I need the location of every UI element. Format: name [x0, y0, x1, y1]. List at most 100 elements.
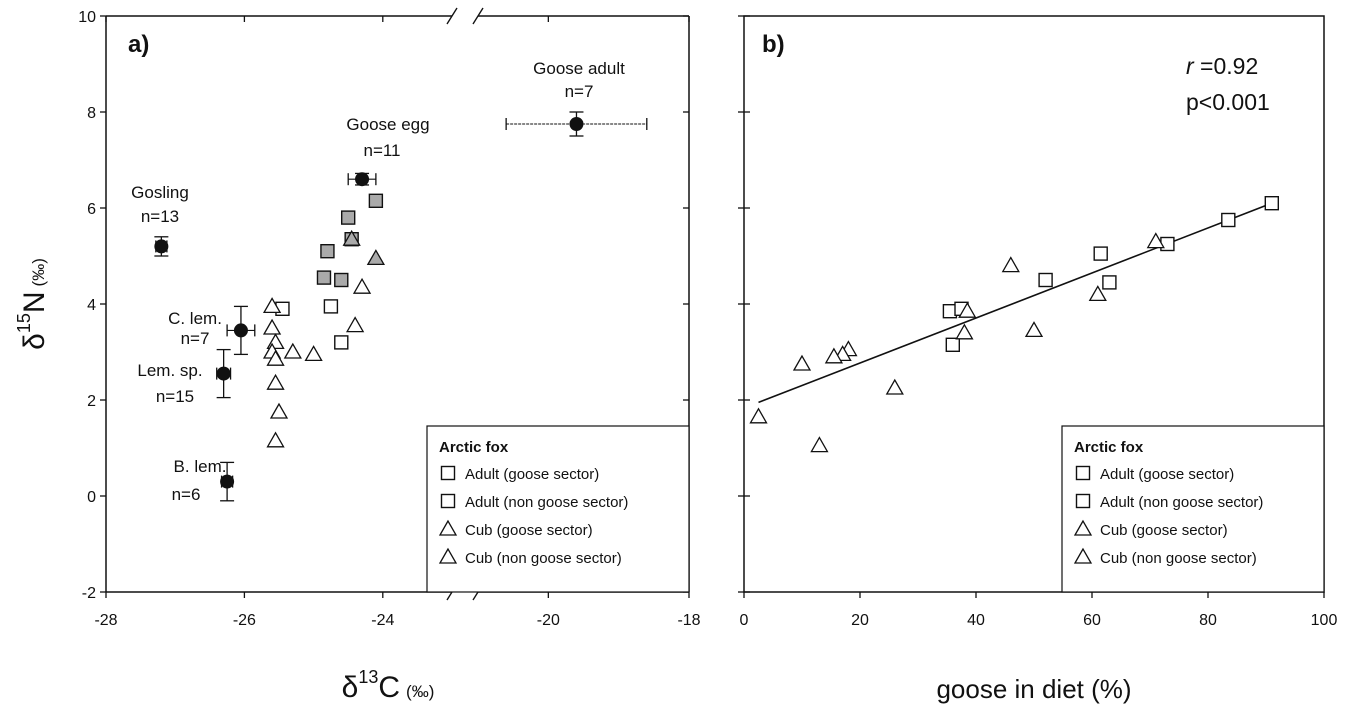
prey-n-label: n=15	[156, 387, 194, 406]
regression-line	[758, 202, 1273, 404]
axis-break-mark-top-1	[446, 7, 458, 25]
x-tick-label: -26	[233, 612, 256, 629]
fox-point-b	[749, 407, 768, 424]
legend-marker	[440, 465, 456, 481]
fox-point	[334, 335, 349, 350]
prey-point	[355, 172, 370, 187]
legend-marker	[1075, 493, 1091, 509]
fox-point-b	[1264, 195, 1280, 211]
fox-point-b	[958, 301, 977, 318]
prey-point	[216, 366, 231, 381]
y-tick-label: 2	[87, 393, 96, 410]
fox-point-b	[1024, 321, 1044, 338]
annotation-r: r =0.92	[1186, 53, 1258, 79]
legend-label: Cub (goose sector)	[1100, 522, 1228, 539]
x-tick-label: -28	[94, 612, 117, 629]
prey-label: Goose adult	[533, 59, 625, 78]
annotation-r-symbol: r	[1186, 53, 1195, 79]
fox-point	[269, 402, 289, 419]
legend-marker	[440, 493, 456, 509]
x-tick-label: -24	[371, 612, 394, 629]
x-axis-title-a: δ13C (‰)	[342, 667, 435, 704]
fox-point	[266, 431, 285, 448]
legend-marker	[1073, 547, 1093, 564]
x-tick-label-b: 0	[740, 612, 749, 629]
y-tick-label: 0	[87, 489, 96, 506]
prey-label: Gosling	[131, 183, 189, 202]
legend-label: Adult (non goose sector)	[465, 494, 628, 511]
fox-point-b	[1088, 285, 1107, 302]
prey-point	[233, 323, 248, 338]
legend-box	[1061, 425, 1325, 593]
fox-point	[262, 318, 282, 335]
fox-point-b	[810, 436, 829, 453]
x-axis-title-b: goose in diet (%)	[936, 674, 1131, 704]
legend-box	[426, 425, 690, 593]
y-tick-label: -2	[82, 585, 96, 602]
legend-title: Arctic fox	[439, 439, 509, 456]
x-tick-label-b: 80	[1199, 612, 1217, 629]
legend-marker	[1075, 465, 1091, 481]
y-axis-title: δ15N (‰)	[14, 258, 51, 350]
x-axis-title-a-main: C	[378, 671, 400, 704]
fox-point	[345, 316, 365, 333]
fox-point	[266, 349, 285, 366]
prey-n-label: n=6	[172, 485, 201, 504]
fox-point	[320, 243, 335, 259]
prey-label: Lem. sp.	[137, 361, 202, 380]
fox-point	[341, 210, 356, 225]
fox-point-b	[1102, 275, 1117, 290]
y-tick-label: 8	[87, 105, 96, 122]
legend-marker	[438, 519, 458, 536]
fox-point	[334, 272, 349, 288]
legend-label: Cub (non goose sector)	[465, 550, 622, 567]
fox-point	[342, 229, 361, 246]
fox-point	[262, 297, 282, 314]
prey-point	[220, 474, 235, 489]
annotation-p: p<0.001	[1186, 89, 1270, 115]
legend-marker	[1073, 519, 1093, 536]
prey-n-label: n=13	[141, 207, 179, 226]
prey-label: Goose egg	[346, 115, 429, 134]
fox-point-b	[1221, 212, 1236, 228]
x-tick-label-b: 20	[851, 612, 869, 629]
y-axis-title-unit: (‰)	[29, 258, 48, 286]
fox-point	[366, 249, 386, 266]
y-tick-label: 4	[87, 297, 96, 314]
x-axis-title-a-prefix: δ	[342, 671, 359, 704]
prey-label: B. lem.	[174, 457, 227, 476]
fox-point-b	[792, 354, 812, 371]
fox-point	[304, 345, 323, 362]
x-tick-label-b: 100	[1311, 612, 1338, 629]
y-axis-title-prefix: δ	[18, 333, 51, 350]
y-axis-title-sup: 15	[14, 313, 34, 333]
fox-point	[316, 270, 332, 285]
y-tick-label: 10	[78, 9, 96, 26]
y-tick-label: 6	[87, 201, 96, 218]
fox-point-b	[1001, 256, 1020, 273]
legend-marker	[438, 547, 458, 564]
prey-point	[154, 239, 169, 254]
fox-point-b	[945, 337, 960, 352]
prey-point	[569, 117, 584, 131]
fox-point-b	[885, 378, 904, 395]
x-axis-title-a-unit: (‰)	[406, 682, 434, 701]
legend-label: Adult (goose sector)	[1100, 466, 1234, 483]
x-tick-label-b: 40	[967, 612, 985, 629]
fox-point-b	[955, 323, 974, 340]
y-axis-title-main: N	[18, 291, 51, 313]
fox-point-b	[1038, 272, 1053, 288]
x-tick-label-b: 60	[1083, 612, 1101, 629]
prey-n-label: n=7	[565, 82, 594, 101]
fox-point-b	[1160, 236, 1175, 252]
fox-point	[266, 373, 285, 390]
panel-label-b: b)	[762, 31, 785, 58]
x-tick-label: -18	[677, 612, 700, 629]
fox-point	[266, 333, 285, 350]
fox-point-b	[1093, 246, 1108, 261]
legend-title: Arctic fox	[1074, 439, 1144, 456]
fox-point-b	[1146, 232, 1165, 249]
prey-n-label: n=7	[181, 329, 210, 348]
